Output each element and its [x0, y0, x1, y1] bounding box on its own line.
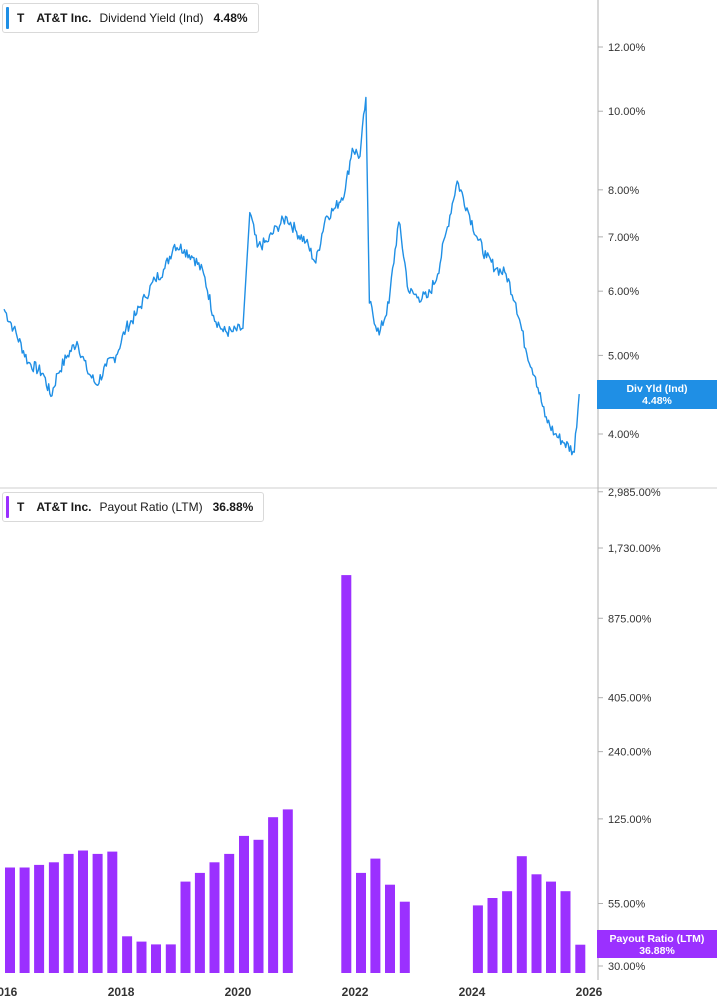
- payout-ratio-bar: [385, 884, 395, 973]
- payout-ratio-bar: [107, 851, 118, 973]
- x-axis-labels: 2016 2018 2020 2022 2024 2026: [0, 985, 603, 999]
- payout-ratio-value-flag: Payout Ratio (LTM) 36.88%: [597, 930, 717, 958]
- metric-name: Dividend Yield (Ind): [99, 11, 204, 25]
- y-tick-label: 240.00%: [608, 747, 652, 759]
- flag-value: 36.88%: [639, 945, 675, 957]
- x-tick-label: 2024: [459, 985, 486, 999]
- payout-ratio-bar: [546, 881, 556, 973]
- payout-ratio-bar: [516, 856, 527, 973]
- y-tick-label: 10.00%: [608, 106, 646, 118]
- y-tick-label: 125.00%: [608, 814, 652, 826]
- x-tick-label: 2018: [108, 985, 135, 999]
- payout-ratio-bar: [472, 905, 483, 973]
- y-tick-label: 405.00%: [608, 693, 652, 705]
- ticker-symbol: T: [17, 500, 25, 514]
- bottom-y-axis-ticks: 2,985.00% 1,730.00% 875.00% 405.00% 240.00% 1…: [598, 487, 661, 973]
- bottom-legend: T AT&T Inc. Payout Ratio (LTM) 36.88%: [2, 492, 265, 522]
- payout-ratio-bar: [48, 862, 59, 973]
- series-color-swatch: [6, 7, 9, 29]
- payout-ratio-bar: [224, 853, 235, 973]
- y-tick-label: 55.00%: [608, 899, 646, 911]
- payout-ratio-bar: [487, 898, 498, 973]
- payout-ratio-bar: [180, 881, 191, 973]
- payout-ratio-bar: [63, 853, 74, 973]
- company-name: AT&T Inc.: [36, 500, 92, 514]
- payout-ratio-bar: [253, 839, 264, 973]
- payout-ratio-bar: [356, 872, 366, 973]
- payout-ratio-bar: [341, 575, 352, 973]
- metric-value: 4.48%: [213, 11, 248, 25]
- x-tick-label: 2026: [576, 985, 603, 999]
- payout-ratio-bar: [194, 872, 205, 973]
- payout-ratio-bar: [282, 809, 293, 973]
- payout-ratio-bar: [19, 867, 30, 973]
- flag-value: 4.48%: [642, 395, 672, 407]
- flag-label: Div Yld (Ind): [626, 383, 688, 395]
- series-color-swatch: [6, 496, 9, 518]
- y-tick-label: 1,730.00%: [608, 543, 661, 555]
- x-tick-label: 2020: [225, 985, 252, 999]
- company-name: AT&T Inc.: [36, 11, 92, 25]
- payout-ratio-bar: [151, 944, 161, 973]
- payout-ratio-bar: [136, 941, 147, 973]
- payout-ratio-bars: [5, 575, 586, 973]
- payout-ratio-bar: [5, 867, 15, 973]
- payout-ratio-bar: [122, 936, 133, 973]
- y-tick-label: 6.00%: [608, 286, 639, 298]
- y-tick-label: 875.00%: [608, 613, 652, 625]
- payout-ratio-bar: [502, 891, 513, 973]
- x-tick-label: 2022: [342, 985, 369, 999]
- payout-ratio-bar: [209, 862, 220, 973]
- y-tick-label: 12.00%: [608, 42, 646, 54]
- y-tick-label: 30.00%: [608, 961, 646, 973]
- metric-name: Payout Ratio (LTM): [99, 500, 203, 514]
- payout-ratio-bar: [239, 835, 249, 973]
- x-tick-label: 2016: [0, 985, 18, 999]
- metric-value: 36.88%: [212, 500, 254, 514]
- dividend-yield-line: [3, 96, 580, 456]
- payout-ratio-bar: [78, 850, 88, 973]
- top-y-axis-ticks: 12.00% 10.00% 8.00% 7.00% 6.00% 5.00% 4.00%: [598, 42, 646, 441]
- payout-ratio-bar: [268, 817, 279, 973]
- y-tick-label: 5.00%: [608, 350, 639, 362]
- top-legend: T AT&T Inc. Dividend Yield (Ind) 4.48%: [2, 3, 259, 33]
- payout-ratio-bar: [92, 853, 103, 973]
- y-tick-label: 2,985.00%: [608, 487, 661, 499]
- dividend-yield-value-flag: Div Yld (Ind) 4.48%: [597, 380, 717, 409]
- y-tick-label: 4.00%: [608, 429, 639, 441]
- flag-label: Payout Ratio (LTM): [609, 933, 705, 945]
- payout-ratio-bar: [531, 874, 542, 973]
- payout-ratio-bar: [399, 901, 410, 973]
- payout-ratio-bar: [575, 944, 586, 973]
- y-tick-label: 7.00%: [608, 232, 639, 244]
- payout-ratio-bar: [370, 858, 381, 973]
- payout-ratio-bar: [34, 864, 45, 973]
- payout-ratio-bar: [165, 944, 176, 973]
- ticker-symbol: T: [17, 11, 25, 25]
- payout-ratio-bar: [560, 891, 571, 973]
- y-tick-label: 8.00%: [608, 185, 639, 197]
